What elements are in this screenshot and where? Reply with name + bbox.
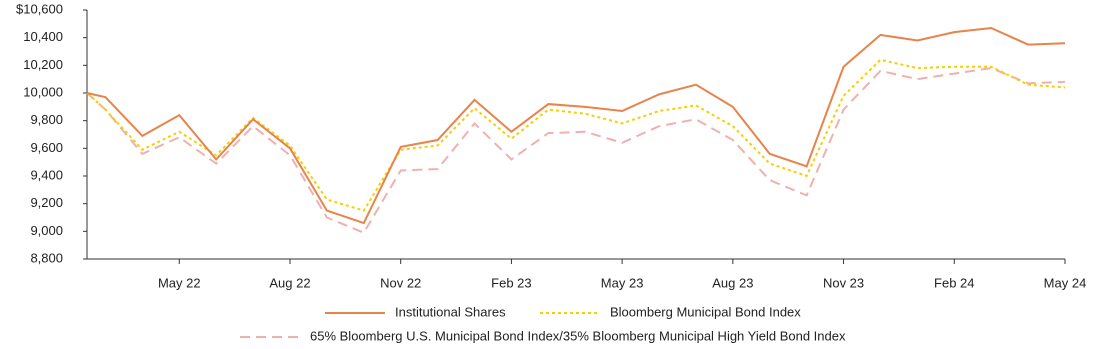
y-tick-label: 9,600: [30, 140, 63, 155]
y-tick-label: 10,000: [23, 84, 63, 99]
x-tick-label: Feb 23: [491, 275, 531, 290]
y-tick-label: $10,600: [16, 1, 63, 16]
y-tick-label: 10,400: [23, 29, 63, 44]
y-tick-label: 9,800: [30, 112, 63, 127]
x-tick-label: May 22: [158, 275, 201, 290]
y-tick-label: 9,200: [30, 195, 63, 210]
legend-label: 65% Bloomberg U.S. Municipal Bond Index/…: [310, 328, 846, 343]
series-line: [86, 26, 1066, 225]
x-tick-label: May 24: [1044, 275, 1087, 290]
y-tick-label: 9,400: [30, 167, 63, 182]
x-tick-label: Aug 23: [712, 275, 753, 290]
series-line: [86, 67, 1066, 234]
x-tick-label: May 23: [601, 275, 644, 290]
x-tick-label: Nov 22: [380, 275, 421, 290]
x-tick-label: Feb 24: [934, 275, 974, 290]
legend-label: Institutional Shares: [395, 304, 506, 319]
legend-label: Bloomberg Municipal Bond Index: [610, 304, 801, 319]
x-tick-label: Nov 23: [823, 275, 864, 290]
series-line: [86, 58, 1066, 212]
y-tick-label: 8,800: [30, 250, 63, 265]
y-tick-label: 10,200: [23, 57, 63, 72]
y-tick-label: 9,000: [30, 223, 63, 238]
x-tick-label: Aug 22: [269, 275, 310, 290]
